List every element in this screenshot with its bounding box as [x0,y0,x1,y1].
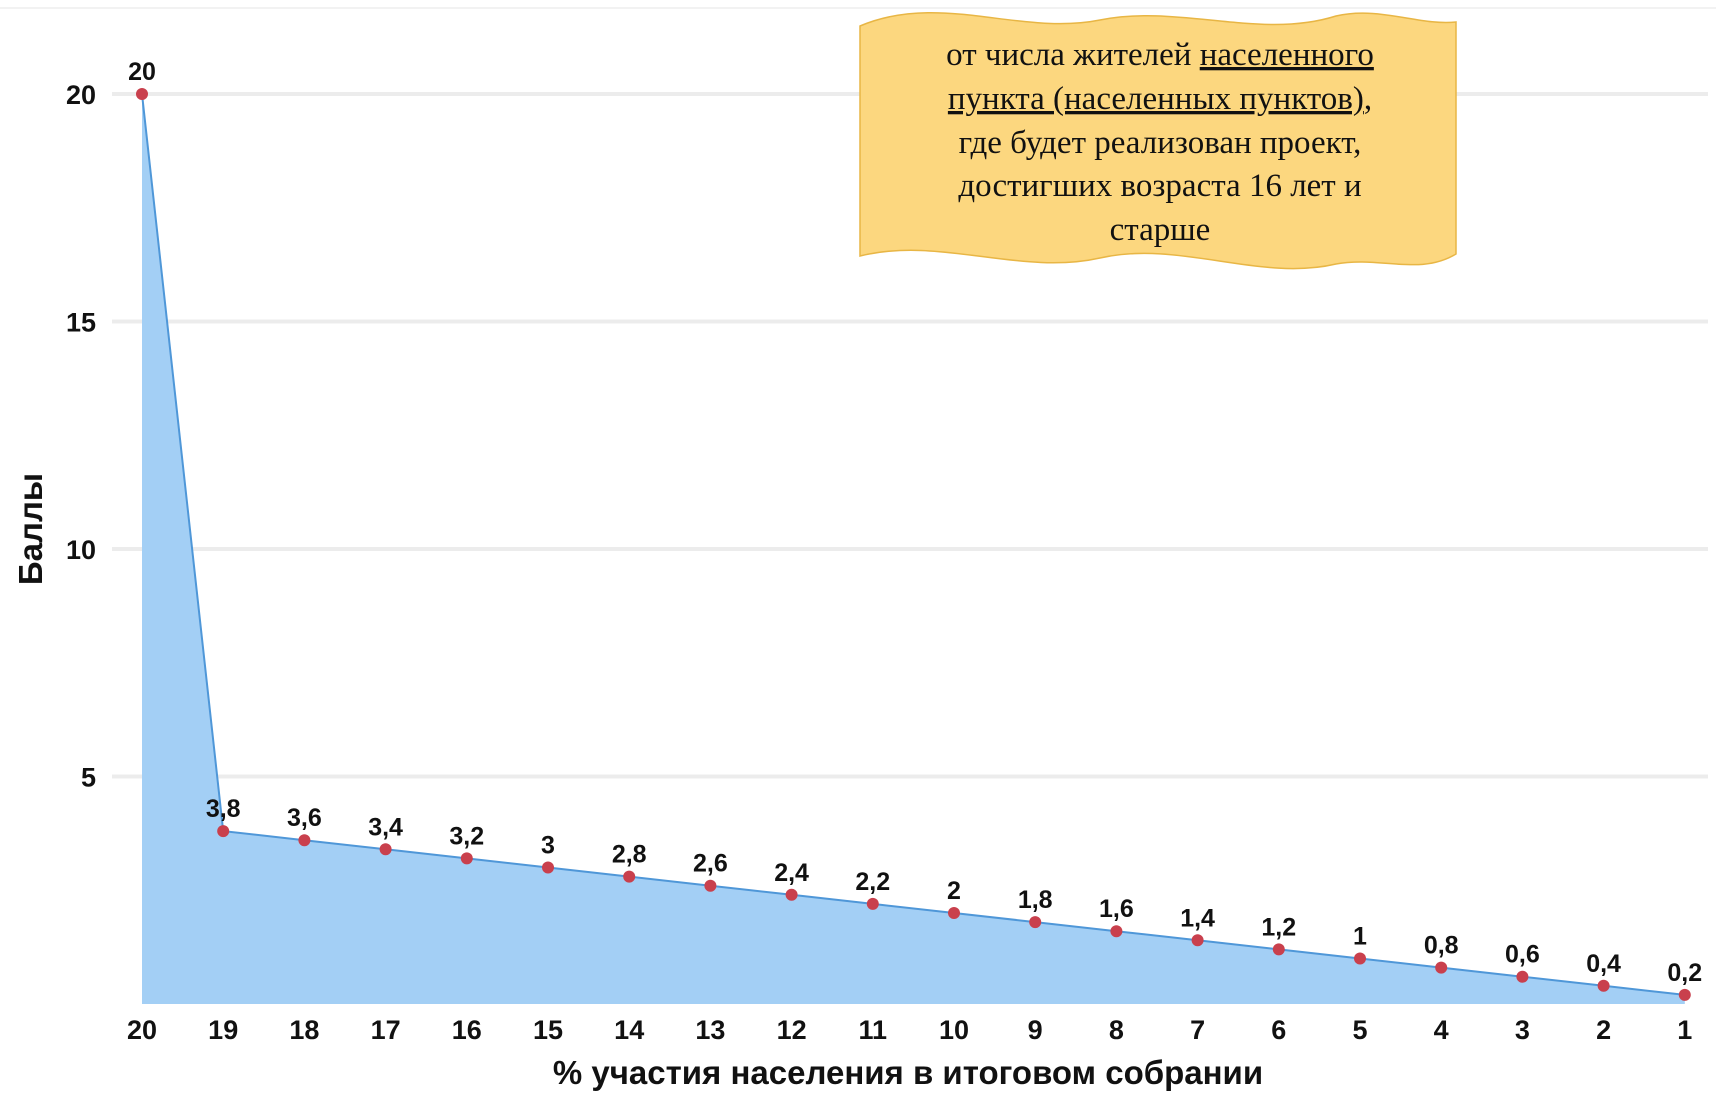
data-label: 2,2 [855,868,890,896]
data-label: 1,2 [1261,913,1296,941]
x-tick-label: 9 [1028,1015,1043,1045]
x-tick-label: 11 [859,1015,888,1045]
note-line-5: старше [1110,212,1211,248]
data-label: 2,6 [693,850,728,878]
note-underlined-word: населенного [1200,37,1374,73]
data-point [785,888,798,901]
y-tick-label: 10 [66,535,96,565]
x-tick-label: 13 [695,1015,725,1045]
data-point [1435,961,1448,974]
x-tick-labels: 20 19 18 17 16 15 14 13 12 11 10 9 8 7 6 5 4 3 2 1 [127,1015,1692,1045]
data-point [542,861,554,874]
data-point [1354,952,1366,965]
data-point [136,88,148,100]
x-tick-label: 10 [939,1015,969,1045]
data-label: 20 [128,58,156,86]
x-tick-label: 15 [533,1015,563,1045]
area-fill [142,94,1685,1004]
data-point [1678,988,1691,1001]
data-label: 0,4 [1586,950,1621,978]
x-tick-label: 19 [208,1015,238,1045]
x-tick-label: 3 [1515,1015,1530,1045]
y-tick-label: 15 [66,308,96,338]
x-tick-label: 18 [289,1015,319,1045]
note-line-1: от числа жителей населенного [946,37,1374,73]
data-label: 2,8 [612,841,647,869]
note-line-3: где будет реализован проект, [959,125,1362,161]
x-tick-label: 6 [1271,1015,1286,1045]
x-tick-label: 4 [1434,1015,1449,1045]
data-label: 0,2 [1667,959,1702,987]
data-label: 2,4 [774,859,809,887]
data-label: 3,4 [368,813,403,841]
area-series [141,93,1685,1004]
y-axis-title: Баллы [12,473,49,585]
data-point [948,907,960,919]
data-point [298,834,311,847]
data-labels: 20 3,8 3,6 3,4 3,2 3 2,8 2,6 2,4 2,2 2 1,8 1,6 1,4 1,2… [128,58,1702,987]
annotation-note: от числа жителей населенного пункта (нас… [859,11,1457,270]
data-point [1516,970,1529,983]
x-tick-label: 12 [777,1015,807,1045]
x-tick-label: 8 [1109,1015,1124,1045]
x-tick-label: 1 [1677,1015,1692,1045]
data-point [623,870,636,883]
x-axis-title: % участия населения в итоговом собрании [553,1054,1263,1091]
note-line-4: достигших возраста 16 лет и [958,168,1361,204]
data-label: 1,4 [1180,904,1215,932]
x-tick-label: 7 [1190,1015,1205,1045]
data-point [1191,934,1204,947]
data-point [866,897,879,910]
data-point [1272,943,1285,956]
y-tick-label: 5 [81,763,96,793]
x-tick-label: 16 [452,1015,482,1045]
data-label: 1,8 [1018,886,1053,914]
x-tick-label: 5 [1352,1015,1367,1045]
series-line [141,93,1685,996]
data-point [217,825,230,838]
x-tick-label: 20 [127,1015,157,1045]
note-underlined-phrase: пункта (населенных пунктов) [948,81,1364,117]
data-label: 1,6 [1099,895,1134,923]
data-label: 1 [1353,923,1367,951]
x-tick-label: 17 [371,1015,401,1045]
data-label: 3,2 [449,822,484,850]
data-point [460,852,473,865]
data-label: 3,6 [287,804,322,832]
y-tick-labels: 5 10 15 20 [66,80,96,793]
data-label: 0,8 [1424,932,1459,960]
data-point [1110,925,1123,938]
data-markers [136,88,1691,1001]
data-label: 3 [541,832,555,860]
data-label: 0,6 [1505,941,1540,969]
data-point [1597,979,1610,992]
x-tick-label: 14 [614,1015,644,1045]
data-label: 3,8 [206,795,241,823]
data-point [1029,916,1042,929]
note-line-2: пункта (населенных пунктов), [948,81,1372,117]
data-point [379,843,392,856]
x-tick-label: 2 [1596,1015,1611,1045]
y-tick-label: 20 [66,80,96,110]
data-point [704,879,717,892]
data-label: 2 [947,877,961,905]
note-banner-shape [859,11,1457,270]
